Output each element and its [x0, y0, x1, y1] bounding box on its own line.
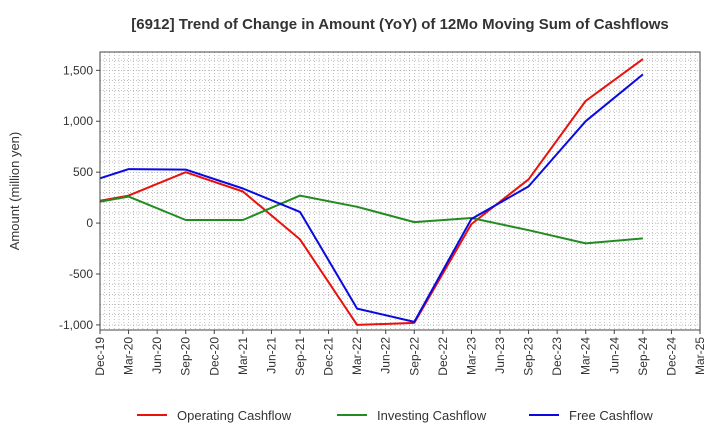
grid-lines [100, 52, 700, 330]
y-tick-label: -1,000 [59, 318, 93, 332]
series-line-free-cashflow [99, 73, 644, 323]
series-line-investing-cashflow [99, 194, 643, 245]
x-tick-label: Dec-22 [436, 337, 450, 376]
x-tick-label: Jun-21 [264, 337, 278, 374]
x-tick-label: Dec-20 [207, 337, 221, 376]
x-tick-label: Mar-22 [350, 337, 364, 375]
x-tick-label: Mar-20 [122, 337, 136, 375]
x-tick-label: Sep-23 [522, 337, 536, 376]
series-layer [99, 58, 644, 326]
x-tick-label: Jun-24 [607, 337, 621, 374]
x-tick-label: Sep-20 [179, 337, 193, 376]
y-tick-label: 500 [73, 165, 93, 179]
chart-title: [6912] Trend of Change in Amount (YoY) o… [131, 16, 669, 33]
y-tick-label: 0 [86, 216, 93, 230]
x-tick-label: Jun-23 [493, 337, 507, 374]
x-tick-label: Dec-21 [322, 337, 336, 376]
x-tick-label: Mar-25 [693, 337, 707, 375]
y-tick-label: 1,500 [63, 63, 93, 77]
x-tick-label: Sep-24 [636, 337, 650, 376]
y-axis-title: Amount (million yen) [7, 132, 22, 251]
x-tick-label: Mar-24 [579, 337, 593, 375]
legend-label: Free Cashflow [569, 408, 653, 423]
x-tick-label: Dec-23 [550, 337, 564, 376]
x-tick-labels: Dec-19 Mar-20 Jun-20 Sep-20 Dec-20 Mar-21 Jun-… [93, 330, 707, 376]
legend-label: Operating Cashflow [177, 408, 292, 423]
legend: Operating Cashflow Investing Cashflow Free… [137, 408, 653, 423]
series-line-operating-cashflow [99, 58, 644, 326]
y-tick-label: 1,000 [63, 114, 93, 128]
legend-label: Investing Cashflow [377, 408, 487, 423]
x-tick-label: Dec-24 [664, 337, 678, 376]
x-tick-label: Sep-21 [293, 337, 307, 376]
plot-border [99, 51, 701, 331]
x-tick-label: Jun-20 [150, 337, 164, 374]
x-tick-label: Jun-22 [379, 337, 393, 374]
y-tick-label: -500 [69, 267, 93, 281]
x-tick-label: Dec-19 [93, 337, 107, 376]
x-tick-label: Mar-21 [236, 337, 250, 375]
x-tick-label: Sep-22 [407, 337, 421, 376]
x-tick-label: Mar-23 [464, 337, 478, 375]
y-tick-labels: -1,000 -500 0 500 1,000 1,500 [59, 63, 100, 332]
